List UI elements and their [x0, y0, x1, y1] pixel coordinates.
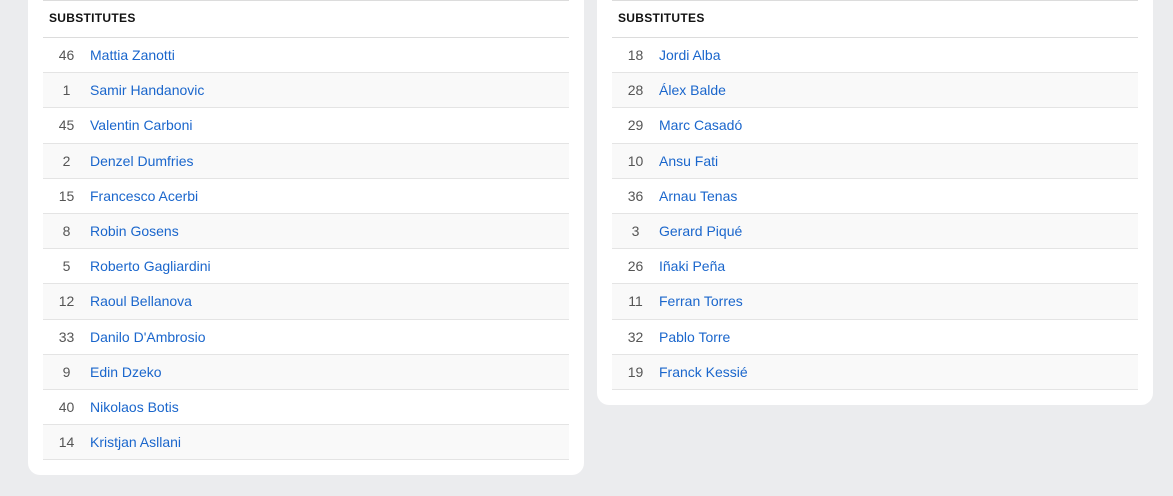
player-number: 40: [58, 398, 75, 415]
player-row: 26 Iñaki Peña: [612, 249, 1138, 285]
player-row: 18 Jordi Alba: [612, 38, 1138, 74]
player-number: 18: [627, 47, 644, 64]
player-row: 14 Kristjan Asllani: [43, 425, 569, 461]
player-name-link[interactable]: Denzel Dumfries: [90, 152, 194, 169]
player-name-link[interactable]: Raoul Bellanova: [90, 293, 192, 310]
player-row: 28 Álex Balde: [612, 73, 1138, 109]
player-number: 10: [627, 152, 644, 169]
player-name-link[interactable]: Ferran Torres: [659, 293, 743, 310]
player-name-link[interactable]: Valentin Carboni: [90, 117, 193, 134]
player-number: 45: [58, 117, 75, 134]
player-name-link[interactable]: Danilo D'Ambrosio: [90, 328, 206, 345]
player-name-link[interactable]: Nikolaos Botis: [90, 398, 179, 415]
player-number: 26: [627, 258, 644, 275]
player-number: 15: [58, 187, 75, 204]
player-number: 33: [58, 328, 75, 345]
player-number: 8: [62, 223, 71, 240]
player-number: 5: [62, 258, 71, 275]
away-substitutes-panel: SUBSTITUTES 18 Jordi Alba 28 Álex Balde 29 Ma…: [597, 0, 1153, 405]
player-number: 3: [631, 223, 640, 240]
player-row: 3 Gerard Piqué: [612, 213, 1138, 250]
player-row: 19 Franck Kessié: [612, 354, 1138, 390]
substitutes-list: 46 Mattia Zanotti 1 Samir Handanovic 45 Valen…: [43, 38, 569, 461]
player-row: 11 Ferran Torres: [612, 284, 1138, 320]
player-row: 40 Nikolaos Botis: [43, 390, 569, 426]
player-name-link[interactable]: Jordi Alba: [659, 47, 721, 64]
player-number: 28: [627, 82, 644, 99]
player-number: 29: [627, 117, 644, 134]
player-name-link[interactable]: Pablo Torre: [659, 328, 731, 345]
player-number: 19: [627, 363, 644, 380]
player-number: 1: [62, 82, 71, 99]
player-name-link[interactable]: Francesco Acerbi: [90, 187, 199, 204]
player-row: 29 Marc Casadó: [612, 108, 1138, 144]
player-name-link[interactable]: Iñaki Peña: [659, 258, 726, 275]
substitutes-list: 18 Jordi Alba 28 Álex Balde 29 Marc Casadó 10 A…: [612, 38, 1138, 390]
player-number: 12: [58, 293, 75, 310]
player-row: 33 Danilo D'Ambrosio: [43, 320, 569, 355]
player-row: 2 Denzel Dumfries: [43, 143, 569, 179]
player-number: 2: [62, 152, 71, 169]
player-row: 5 Roberto Gagliardini: [43, 249, 569, 285]
player-row: 12 Raoul Bellanova: [43, 284, 569, 320]
player-name-link[interactable]: Gerard Piqué: [659, 223, 743, 240]
player-row: 10 Ansu Fati: [612, 143, 1138, 179]
player-number: 46: [58, 47, 75, 64]
player-name-link[interactable]: Robin Gosens: [90, 223, 179, 240]
player-row: 9 Edin Dzeko: [43, 354, 569, 390]
player-name-link[interactable]: Marc Casadó: [659, 117, 743, 134]
player-name-link[interactable]: Samir Handanovic: [90, 82, 205, 99]
player-row: 1 Samir Handanovic: [43, 73, 569, 109]
player-row: 15 Francesco Acerbi: [43, 179, 569, 214]
player-row: 36 Arnau Tenas: [612, 179, 1138, 214]
player-number: 11: [628, 293, 643, 310]
substitutes-heading: SUBSTITUTES: [43, 0, 569, 38]
player-row: 46 Mattia Zanotti: [43, 38, 569, 74]
home-substitutes-panel: SUBSTITUTES 46 Mattia Zanotti 1 Samir Handa…: [28, 0, 584, 476]
player-row: 8 Robin Gosens: [43, 213, 569, 250]
player-number: 36: [627, 187, 644, 204]
player-number: 14: [58, 434, 75, 451]
substitutes-heading: SUBSTITUTES: [612, 0, 1138, 38]
player-name-link[interactable]: Franck Kessié: [659, 363, 748, 380]
player-name-link[interactable]: Edin Dzeko: [90, 363, 162, 380]
player-row: 45 Valentin Carboni: [43, 108, 569, 144]
player-name-link[interactable]: Arnau Tenas: [659, 187, 738, 204]
player-name-link[interactable]: Mattia Zanotti: [90, 47, 175, 64]
player-name-link[interactable]: Roberto Gagliardini: [90, 258, 211, 275]
player-row: 32 Pablo Torre: [612, 320, 1138, 355]
player-name-link[interactable]: Ansu Fati: [659, 152, 719, 169]
player-name-link[interactable]: Álex Balde: [659, 82, 726, 99]
player-name-link[interactable]: Kristjan Asllani: [90, 434, 182, 451]
player-number: 32: [627, 328, 644, 345]
player-number: 9: [62, 363, 71, 380]
